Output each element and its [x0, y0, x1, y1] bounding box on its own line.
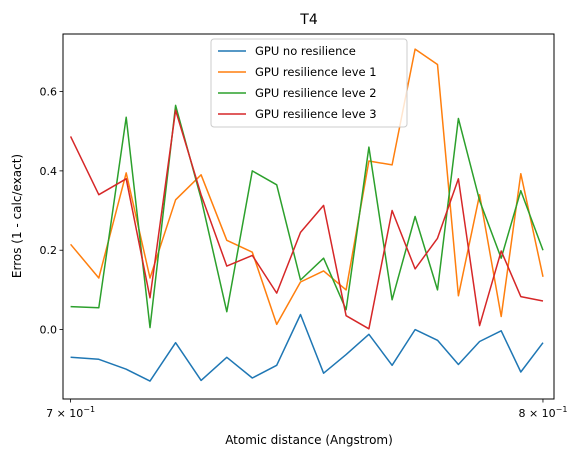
legend-label-4: GPU resilience leve 3	[255, 107, 377, 121]
legend-label-1: GPU no resilience	[255, 44, 356, 58]
series-line-4	[69, 109, 544, 330]
x-tick-label: 7 × 10−1	[46, 405, 95, 420]
x-tick-label: 8 × 10−1	[518, 405, 567, 420]
y-tick-label: 0.4	[40, 165, 58, 178]
series-line-3	[70, 104, 544, 329]
plot-area-frame	[62, 33, 555, 400]
legend-label-3: GPU resilience leve 2	[255, 86, 377, 100]
y-axis-label: Erros (1 - calc/exact)	[10, 154, 24, 278]
series-line-1	[70, 313, 544, 382]
x-axis-label: Atomic distance (Angstrom)	[225, 433, 393, 447]
y-tick-label: 0.2	[40, 244, 58, 257]
chart-title: T4	[299, 12, 318, 28]
legend-box	[210, 38, 408, 128]
y-tick-label: 0.0	[40, 324, 58, 337]
axis-ticks: 0.0 0.2 0.4 0.6 7 × 10−1 8 × 10−1	[40, 86, 568, 420]
y-tick-label: 0.6	[40, 86, 58, 99]
series-layer	[69, 48, 544, 382]
legend: GPU no resilience GPU resilience leve 1 GP…	[210, 38, 408, 128]
legend-label-2: GPU resilience leve 1	[255, 65, 377, 79]
